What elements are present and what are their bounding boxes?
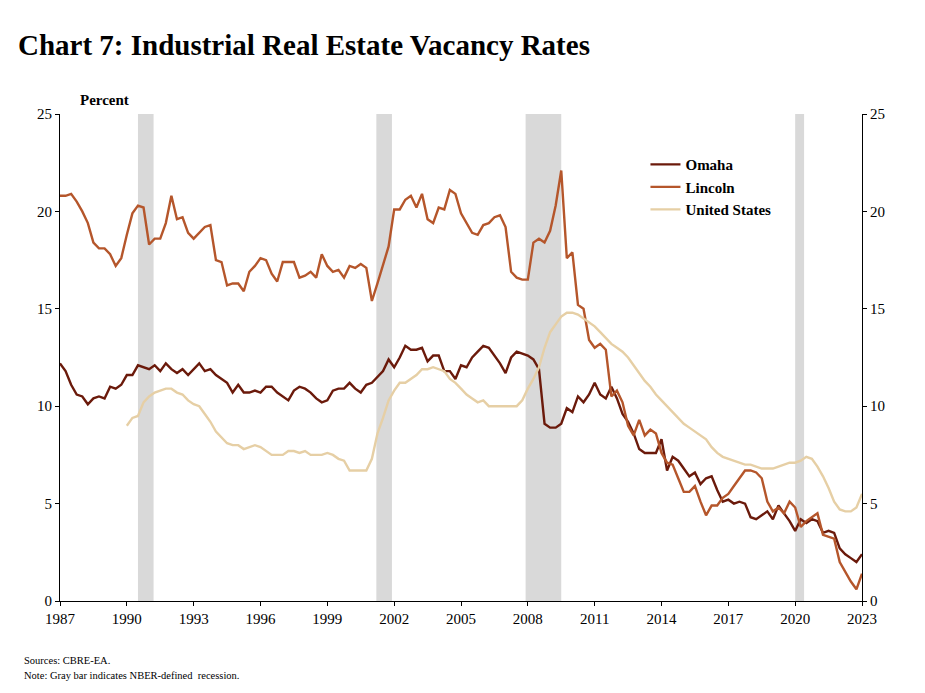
svg-text:1999: 1999	[312, 611, 342, 627]
svg-text:United States: United States	[685, 202, 771, 218]
svg-text:2011: 2011	[580, 611, 609, 627]
svg-text:15: 15	[870, 301, 885, 317]
svg-text:Chart 7: Industrial Real Estat: Chart 7: Industrial Real Estate Vacancy …	[18, 29, 590, 61]
svg-text:2005: 2005	[446, 611, 476, 627]
svg-text:0: 0	[870, 593, 878, 609]
svg-text:Sources: CBRE-EA.: Sources: CBRE-EA.	[24, 655, 110, 666]
svg-text:Omaha: Omaha	[685, 157, 733, 173]
svg-text:1987: 1987	[45, 611, 76, 627]
svg-text:25: 25	[37, 106, 52, 122]
svg-text:20: 20	[870, 204, 885, 220]
svg-text:2017: 2017	[713, 611, 744, 627]
svg-text:Note: Gray bar indicates NBER-: Note: Gray bar indicates NBER-defined re…	[24, 670, 239, 681]
svg-text:5: 5	[870, 496, 878, 512]
svg-text:5: 5	[45, 496, 53, 512]
svg-text:1993: 1993	[179, 611, 209, 627]
svg-text:2002: 2002	[379, 611, 409, 627]
svg-text:2020: 2020	[780, 611, 810, 627]
svg-text:Percent: Percent	[80, 92, 129, 108]
svg-text:1996: 1996	[246, 611, 277, 627]
svg-text:1990: 1990	[112, 611, 142, 627]
svg-text:0: 0	[45, 593, 53, 609]
svg-text:2008: 2008	[513, 611, 543, 627]
svg-text:Lincoln: Lincoln	[685, 180, 735, 196]
svg-text:2014: 2014	[647, 611, 678, 627]
svg-text:15: 15	[37, 301, 52, 317]
svg-text:2023: 2023	[847, 611, 877, 627]
svg-text:10: 10	[37, 398, 52, 414]
svg-text:25: 25	[870, 106, 885, 122]
svg-text:10: 10	[870, 398, 885, 414]
svg-text:20: 20	[37, 204, 52, 220]
